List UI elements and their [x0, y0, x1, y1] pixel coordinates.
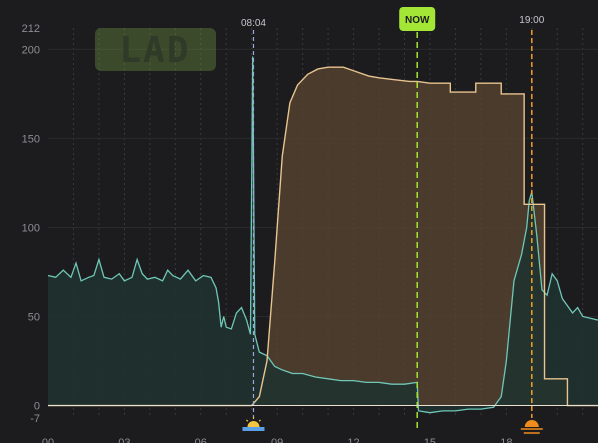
sunrise-sun [247, 421, 260, 427]
sunrise-ray [245, 419, 249, 422]
sunrise-bar [242, 427, 265, 431]
solar-area [48, 67, 598, 406]
axis-layer: -70 50 100 150 200 212 00 03 06 09 12 15 18 [22, 23, 598, 443]
marker-layer: 08:04 19:00 NOW [241, 7, 545, 434]
sunset-icon [520, 420, 543, 434]
sunrise-time-label: 08:04 [241, 18, 266, 29]
x-tick-label: 09 [271, 437, 283, 443]
series-layer [47, 56, 598, 414]
now-badge [399, 7, 436, 31]
logo-box [95, 28, 216, 71]
now-label: NOW [405, 15, 430, 26]
logo: LAD [95, 28, 216, 71]
solar-line [48, 66, 598, 407]
sunset-sun [524, 420, 539, 427]
y-tick-label: 200 [22, 44, 40, 56]
x-tick-label: 03 [118, 437, 130, 443]
sunrise-ray [258, 419, 261, 422]
irradiance-line [47, 56, 598, 414]
y-tick-label: 100 [22, 222, 40, 234]
logo-text: LAD [119, 30, 190, 71]
x-tick-label: 18 [500, 437, 512, 443]
x-tick-label: 12 [347, 437, 359, 443]
y-tick-label: 212 [22, 23, 40, 35]
sunset-time-label: 19:00 [519, 15, 544, 26]
x-tick-label: 00 [42, 437, 54, 443]
y-tick-label: -7 [30, 413, 40, 425]
sunrise-icon [242, 417, 265, 431]
y-tick-label: 150 [22, 133, 40, 145]
irradiance-area [48, 56, 598, 413]
x-tick-label: 06 [195, 437, 207, 443]
y-tick-label: 0 [34, 401, 40, 413]
y-tick-label: 50 [28, 311, 40, 323]
x-tick-label: 15 [424, 437, 436, 443]
